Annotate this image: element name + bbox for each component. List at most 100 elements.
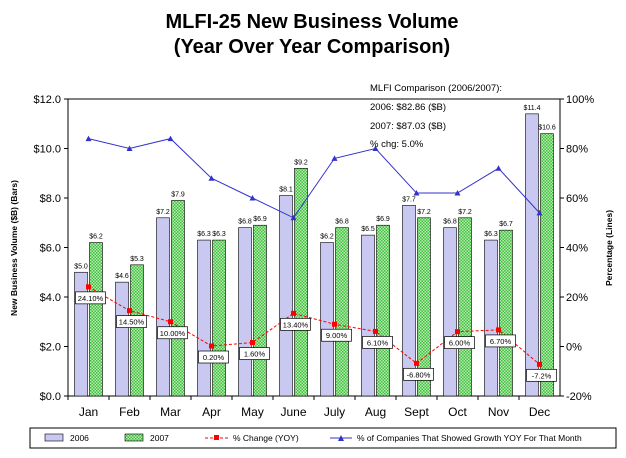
annotation-line: MLFI Comparison (2006/2007):: [370, 83, 502, 94]
data-label-2007: $7.9: [171, 191, 185, 198]
data-label-2006: $6.8: [443, 219, 457, 226]
y2-axis-tick-label: -20%: [566, 391, 592, 403]
pct-change-label: 10.00%: [160, 329, 186, 338]
point-pct-growth: [413, 190, 420, 196]
y-axis-label: New Business Volume ($B) (Bars): [9, 180, 19, 316]
point-pct-growth: [290, 214, 297, 221]
x-axis-tick-label: Sept: [404, 405, 429, 419]
pct-change-label-box: [198, 350, 229, 364]
y-axis-tick-label: $8.0: [40, 193, 61, 205]
data-label-2007: $6.8: [335, 219, 349, 226]
bar-2006: [484, 239, 498, 397]
point-pct-growth: [208, 175, 215, 181]
x-axis-tick-label: Mar: [160, 405, 181, 419]
pct-change-label-box: [157, 326, 188, 340]
pct-change-label-box: [75, 291, 106, 305]
bar-2006: [279, 195, 293, 397]
pct-change-label: 0.20%: [203, 353, 225, 362]
annotation-line: % chg: 5.0%: [370, 139, 424, 150]
y2-axis-label: Percentage (Lines): [604, 210, 614, 286]
x-axis-tick-label: Oct: [448, 405, 467, 419]
data-label-2006: $6.5: [361, 226, 375, 233]
data-label-2007: $6.9: [253, 216, 267, 223]
bar-2007: [89, 242, 103, 397]
annotation-box: MLFI Comparison (2006/2007): 2006: $82.8…: [370, 83, 502, 150]
bar-2007: [212, 239, 226, 397]
y2-axis-tick-label: 80%: [566, 144, 588, 156]
bar-2006: [361, 234, 375, 397]
point-pct-growth: [126, 145, 133, 151]
pct-change-label: 6.10%: [367, 338, 389, 347]
point-pct-change: [373, 328, 378, 334]
y-axis-tick-label: $4.0: [40, 292, 61, 304]
bar-2007: [376, 224, 390, 397]
data-label-2007: $6.3: [212, 231, 226, 238]
data-label-2007: $5.3: [130, 256, 144, 263]
bar-2006: [443, 227, 457, 397]
pct-change-label-box: [239, 347, 270, 360]
data-label-2006: $6.3: [484, 231, 498, 238]
data-label-2006: $4.6: [115, 273, 129, 280]
pct-change-label: 13.40%: [283, 320, 309, 329]
bar-2007: [335, 227, 349, 397]
data-label-2007: $7.2: [458, 209, 472, 216]
pct-change-label-box: [116, 315, 147, 328]
point-pct-change: [127, 308, 132, 314]
pct-change-label-box: [321, 328, 352, 342]
y2-axis-tick-label: 100%: [566, 94, 594, 106]
point-pct-growth: [167, 135, 174, 142]
bar-2006: [74, 271, 88, 397]
data-label-2006: $6.3: [197, 231, 211, 238]
pct-change-label: 24.10%: [78, 294, 104, 303]
data-label-2006: $5.0: [74, 263, 88, 270]
data-label-2006: $8.1: [279, 187, 293, 194]
data-label-2007: $6.9: [376, 216, 390, 223]
data-label-2007: $9.2: [294, 159, 308, 166]
bar-2007: [294, 168, 308, 397]
pct-change-label: -6.80%: [407, 370, 431, 379]
y2-axis-tick-label: 40%: [566, 243, 588, 255]
point-pct-growth: [536, 209, 543, 216]
point-pct-growth: [495, 165, 502, 171]
bar-2007: [417, 217, 431, 397]
chart-title-line-1: MLFI-25 New Business Volume: [165, 11, 458, 33]
pct-change-label-box: [362, 336, 393, 349]
pct-change-label: 9.00%: [326, 331, 348, 340]
data-label-2007: $6.2: [89, 234, 103, 241]
legend-label-2006: 2006: [70, 433, 89, 443]
x-axis-tick-label: Dec: [529, 405, 550, 419]
data-label-2006: $7.7: [402, 196, 416, 203]
series-line-pct-growth: [88, 138, 540, 219]
pct-change-label: 6.00%: [449, 339, 471, 348]
x-axis-tick-label: Jan: [79, 405, 98, 419]
pct-change-label: 1.60%: [244, 350, 266, 359]
pct-change-label-box: [526, 368, 557, 382]
annotation-line: 2006: $82.86 ($B): [370, 102, 446, 113]
legend-frame: [29, 427, 617, 449]
bar-2006: [525, 113, 539, 397]
bar-2007: [130, 264, 144, 397]
point-pct-growth: [85, 135, 92, 142]
pct-change-label-box: [444, 336, 475, 349]
x-axis-tick-label: July: [324, 405, 345, 419]
chart-title-line-2: (Year Over Year Comparison): [174, 36, 450, 58]
bar-2006: [402, 205, 416, 397]
annotation-line: 2007: $87.03 ($B): [370, 121, 446, 132]
pct-change-label-box: [280, 317, 311, 331]
x-axis-tick-label: May: [241, 405, 264, 419]
point-pct-change: [414, 360, 419, 366]
y-axis-tick-label: $6.0: [40, 243, 61, 255]
bar-2007: [499, 229, 513, 397]
bar-2006: [115, 281, 129, 397]
data-label-2006: $6.2: [320, 234, 334, 241]
data-label-2007: $6.7: [499, 221, 513, 228]
pct-change-label: -7.2%: [532, 371, 552, 380]
point-pct-change: [168, 319, 173, 325]
legend-marker-pct-growth: [338, 435, 344, 441]
bar-2007: [540, 133, 554, 397]
legend: 2006 2007 % Change (YOY) % of Companies …: [29, 427, 617, 449]
bar-2006: [156, 217, 170, 397]
bar-2006: [238, 227, 252, 397]
bar-2007: [458, 217, 472, 397]
